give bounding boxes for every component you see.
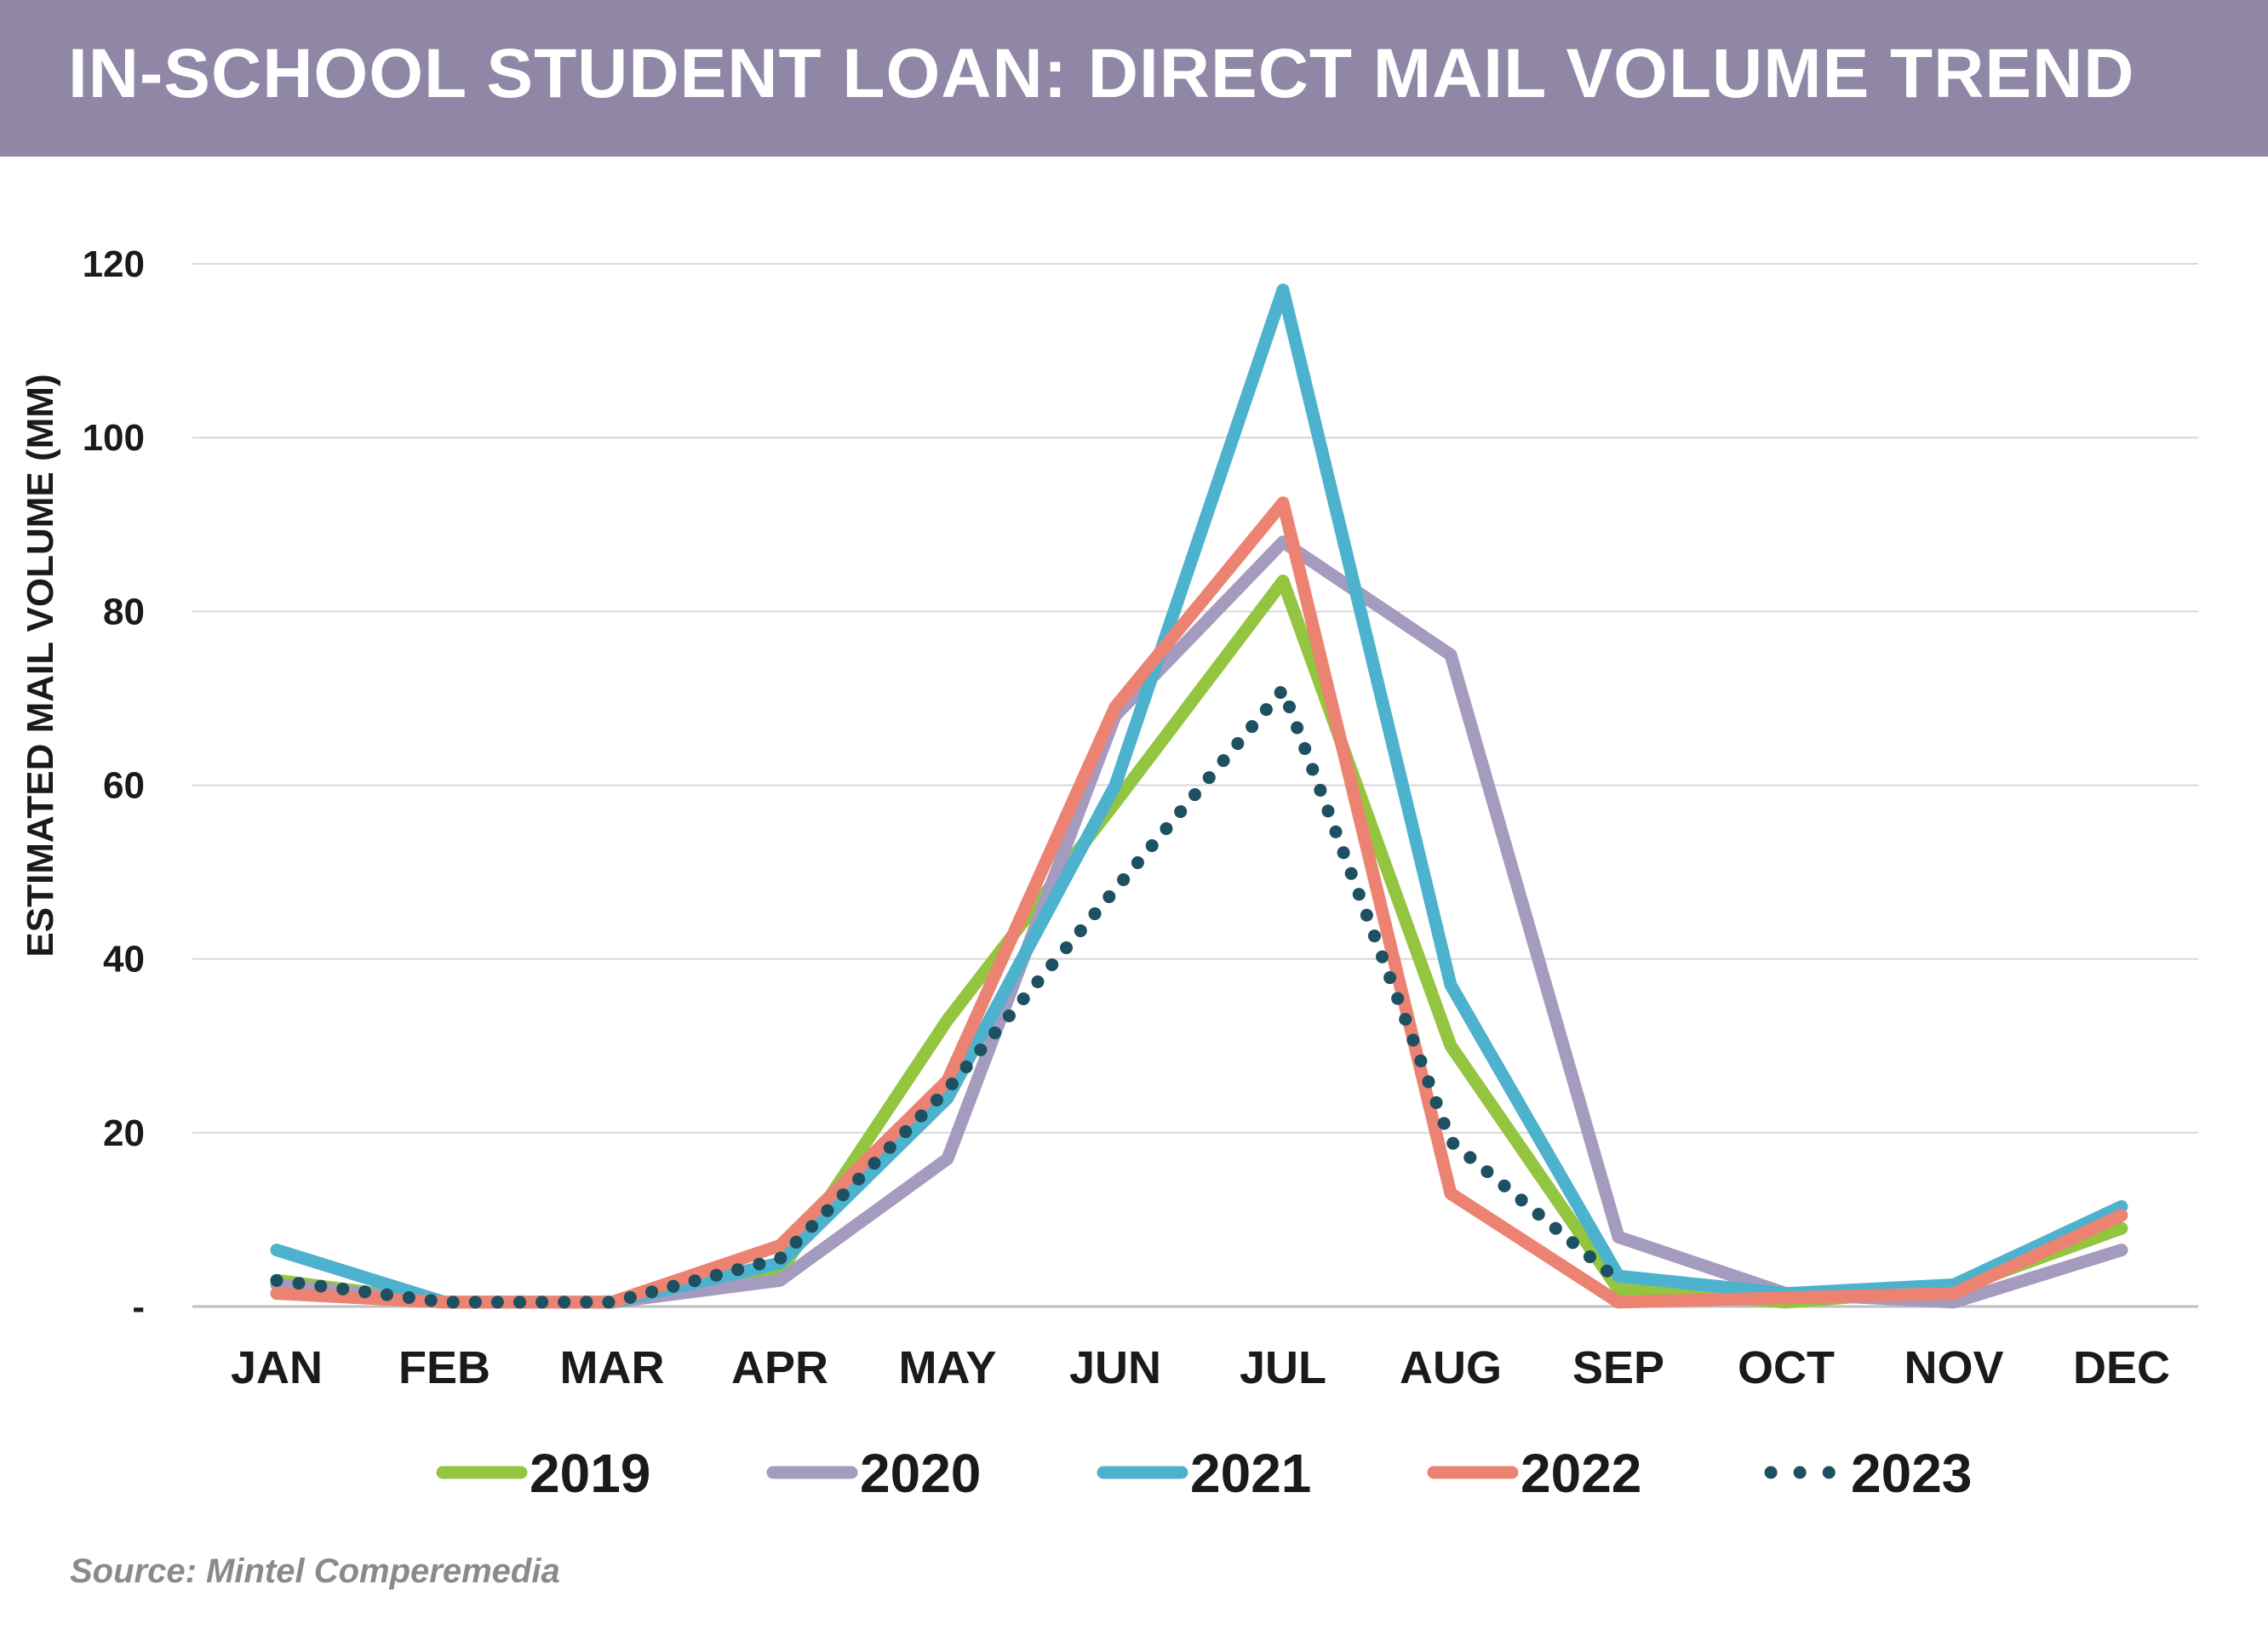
series-line-2023 <box>270 683 1625 1309</box>
x-tick-label: SEP <box>1572 1342 1664 1393</box>
x-tick-label: FEB <box>398 1342 490 1393</box>
x-tick-label: MAR <box>560 1342 665 1393</box>
y-tick-label: 40 <box>103 939 145 981</box>
legend-item-2023: 2023 <box>1764 1443 1972 1504</box>
y-tick-label: 60 <box>103 765 145 807</box>
legend-label: 2020 <box>860 1443 981 1504</box>
series-line-2020 <box>270 535 2128 1309</box>
legend-label: 2022 <box>1521 1443 1641 1504</box>
legend-item-2019: 2019 <box>436 1443 650 1504</box>
x-tick-label: JAN <box>231 1342 323 1393</box>
x-axis-ticks: JAN FEB MAR APR MAY JUN JUL AUG SEP OCT NOV DEC <box>231 1342 2170 1393</box>
chart-title: IN-SCHOOL STUDENT LOAN: DIRECT MAIL VOLU… <box>68 35 2135 112</box>
y-tick-label: 120 <box>83 243 145 285</box>
x-tick-label: MAY <box>898 1342 996 1393</box>
series-lines <box>270 283 2128 1309</box>
legend-label: 2019 <box>530 1443 650 1504</box>
y-tick-label: 20 <box>103 1112 145 1154</box>
x-tick-label: OCT <box>1738 1342 1835 1393</box>
source-note: Source: Mintel Comperemedia <box>70 1552 560 1590</box>
title-bar: IN-SCHOOL STUDENT LOAN: DIRECT MAIL VOLU… <box>0 0 2268 157</box>
legend-item-2022: 2022 <box>1427 1443 1641 1504</box>
x-tick-label: DEC <box>2073 1342 2170 1393</box>
y-axis-title: ESTIMATED MAIL VOLUME (MM) <box>20 374 61 957</box>
y-axis-ticks: - 20 40 60 80 100 120 <box>83 243 145 1328</box>
y-tick-label: 100 <box>83 417 145 459</box>
grid-lines <box>192 263 2198 1308</box>
x-tick-label: JUN <box>1069 1342 1161 1393</box>
y-tick-label: - <box>132 1286 145 1328</box>
x-tick-label: NOV <box>1904 1342 2003 1393</box>
legend-item-2020: 2020 <box>766 1443 981 1504</box>
legend-label: 2023 <box>1851 1443 1972 1504</box>
x-tick-label: APR <box>731 1342 828 1393</box>
x-tick-label: JUL <box>1240 1342 1326 1393</box>
x-tick-label: AUG <box>1400 1342 1502 1393</box>
legend-label: 2021 <box>1190 1443 1311 1504</box>
series-line-2019 <box>270 575 2128 1309</box>
legend-item-2021: 2021 <box>1097 1443 1311 1504</box>
legend: 2019 2020 2021 2022 2023 <box>436 1443 1972 1504</box>
y-tick-label: 80 <box>103 591 145 632</box>
